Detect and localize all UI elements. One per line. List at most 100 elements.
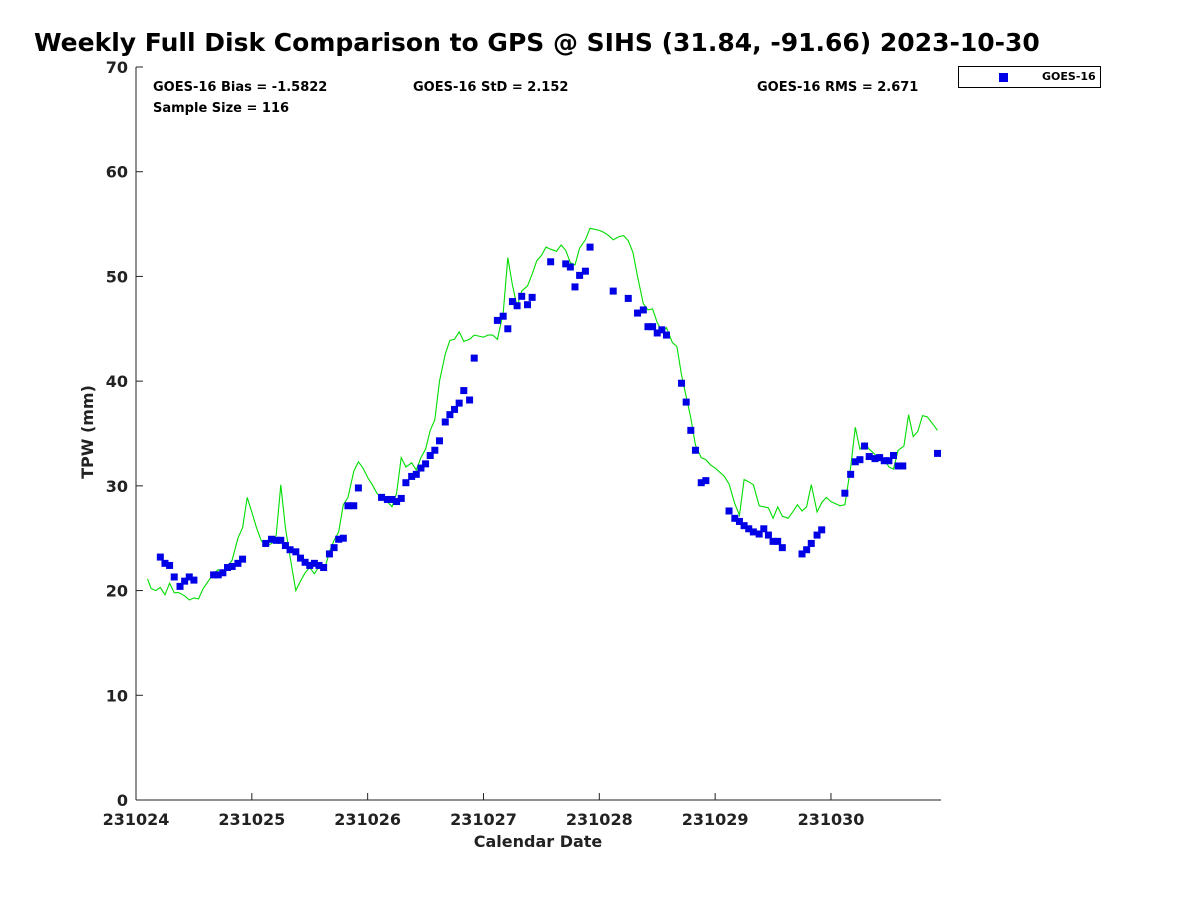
goes16-data-point	[523, 301, 531, 309]
std-stat: GOES-16 StD = 2.152	[413, 80, 569, 95]
goes16-data-point	[847, 470, 855, 478]
goes16-data-point	[306, 561, 314, 569]
y-tick-label: 60	[106, 163, 128, 182]
goes16-data-point	[697, 479, 705, 487]
goes16-data-point	[388, 495, 396, 503]
goes16-data-point	[455, 399, 463, 407]
goes16-data-point	[493, 316, 501, 324]
y-tick-label: 20	[106, 582, 128, 601]
goes16-data-point	[166, 561, 174, 569]
goes16-data-point	[586, 243, 594, 251]
goes16-data-point	[755, 530, 763, 538]
goes16-data-point	[176, 582, 184, 590]
goes16-data-point	[499, 312, 507, 320]
bias-stat: GOES-16 Bias = -1.5822	[153, 80, 328, 95]
goes16-marker-layer	[156, 243, 942, 590]
goes16-data-point	[335, 535, 343, 543]
goes16-data-point	[725, 507, 733, 515]
goes16-data-point	[412, 470, 420, 478]
goes16-data-point	[682, 398, 690, 406]
goes16-data-point	[460, 387, 468, 395]
goes16-data-point	[871, 455, 879, 463]
goes16-data-point	[339, 534, 347, 542]
goes16-data-point	[547, 258, 555, 266]
goes16-data-point	[408, 472, 416, 480]
goes16-data-point	[649, 323, 657, 331]
goes16-data-point	[426, 451, 434, 459]
goes16-data-point	[296, 554, 304, 562]
goes16-data-point	[210, 571, 218, 579]
rms-stat: GOES-16 RMS = 2.671	[757, 80, 919, 95]
goes16-data-point	[315, 561, 323, 569]
goes16-data-point	[422, 460, 430, 468]
goes16-data-point	[239, 555, 247, 563]
goes16-data-point	[470, 354, 478, 362]
goes16-data-point	[383, 495, 391, 503]
goes16-data-point	[735, 517, 743, 525]
goes16-data-point	[393, 498, 401, 506]
goes16-data-point	[513, 302, 521, 310]
goes16-data-point	[402, 479, 410, 487]
goes16-data-point	[731, 514, 739, 522]
y-axis-title: TPW (mm)	[78, 385, 97, 479]
goes16-data-point	[749, 528, 757, 536]
goes16-data-point	[778, 544, 786, 552]
goes16-data-point	[687, 426, 695, 434]
goes16-data-point	[856, 456, 864, 464]
goes16-data-point	[644, 323, 652, 331]
goes16-data-point	[234, 559, 242, 567]
goes16-data-point	[571, 283, 579, 291]
goes16-data-point	[272, 536, 280, 544]
goes16-data-point	[170, 573, 178, 581]
goes16-data-point	[301, 558, 309, 566]
x-tick-label: 231024	[103, 810, 170, 829]
goes16-data-point	[745, 525, 753, 533]
goes16-data-point	[807, 539, 815, 547]
y-tick-label: 70	[106, 58, 128, 77]
goes16-data-point	[518, 292, 526, 300]
goes16-data-point	[325, 550, 333, 558]
goes16-data-point	[330, 544, 338, 552]
goes16-data-point	[528, 293, 536, 301]
goes16-data-point	[281, 542, 289, 550]
goes16-data-point	[277, 536, 285, 544]
goes16-data-point	[658, 326, 666, 334]
goes16-data-point	[504, 325, 512, 333]
goes16-data-point	[562, 260, 570, 268]
sample-size-stat: Sample Size = 116	[153, 101, 290, 116]
goes16-data-point	[435, 437, 443, 445]
goes16-data-point	[740, 522, 748, 530]
goes16-data-point	[156, 553, 164, 561]
goes16-data-point	[161, 559, 169, 567]
goes16-data-point	[417, 464, 425, 472]
goes16-data-point	[451, 405, 459, 413]
goes16-data-point	[262, 539, 270, 547]
goes16-data-point	[624, 294, 632, 302]
goes16-data-point	[813, 531, 821, 539]
chart-title: Weekly Full Disk Comparison to GPS @ SIH…	[34, 28, 1040, 57]
goes16-data-point	[320, 564, 328, 572]
goes16-data-point	[354, 484, 362, 492]
goes16-data-point	[378, 493, 386, 501]
goes16-data-point	[803, 546, 811, 554]
goes16-data-point	[760, 525, 768, 533]
goes16-data-point	[934, 449, 942, 457]
tick-label-layer: 0 10 20 30 40 50 60 70 231024 231025 231026 231027 2…	[103, 58, 865, 829]
goes16-data-point	[190, 576, 198, 584]
x-tick-label: 231029	[682, 810, 749, 829]
goes16-data-point	[609, 287, 617, 295]
goes16-data-point	[310, 559, 318, 567]
goes16-data-point	[268, 535, 276, 543]
goes16-data-point	[292, 548, 300, 556]
goes16-data-point	[861, 442, 869, 450]
goes16-data-point	[865, 453, 873, 461]
goes16-data-point	[702, 477, 710, 485]
y-tick-label: 0	[117, 791, 128, 810]
goes16-data-point	[228, 562, 236, 570]
gps-tpw-line	[147, 227, 938, 601]
goes16-data-point	[466, 396, 474, 404]
goes16-data-point	[397, 494, 405, 502]
goes16-data-point	[634, 309, 642, 317]
goes16-data-point	[576, 271, 584, 279]
